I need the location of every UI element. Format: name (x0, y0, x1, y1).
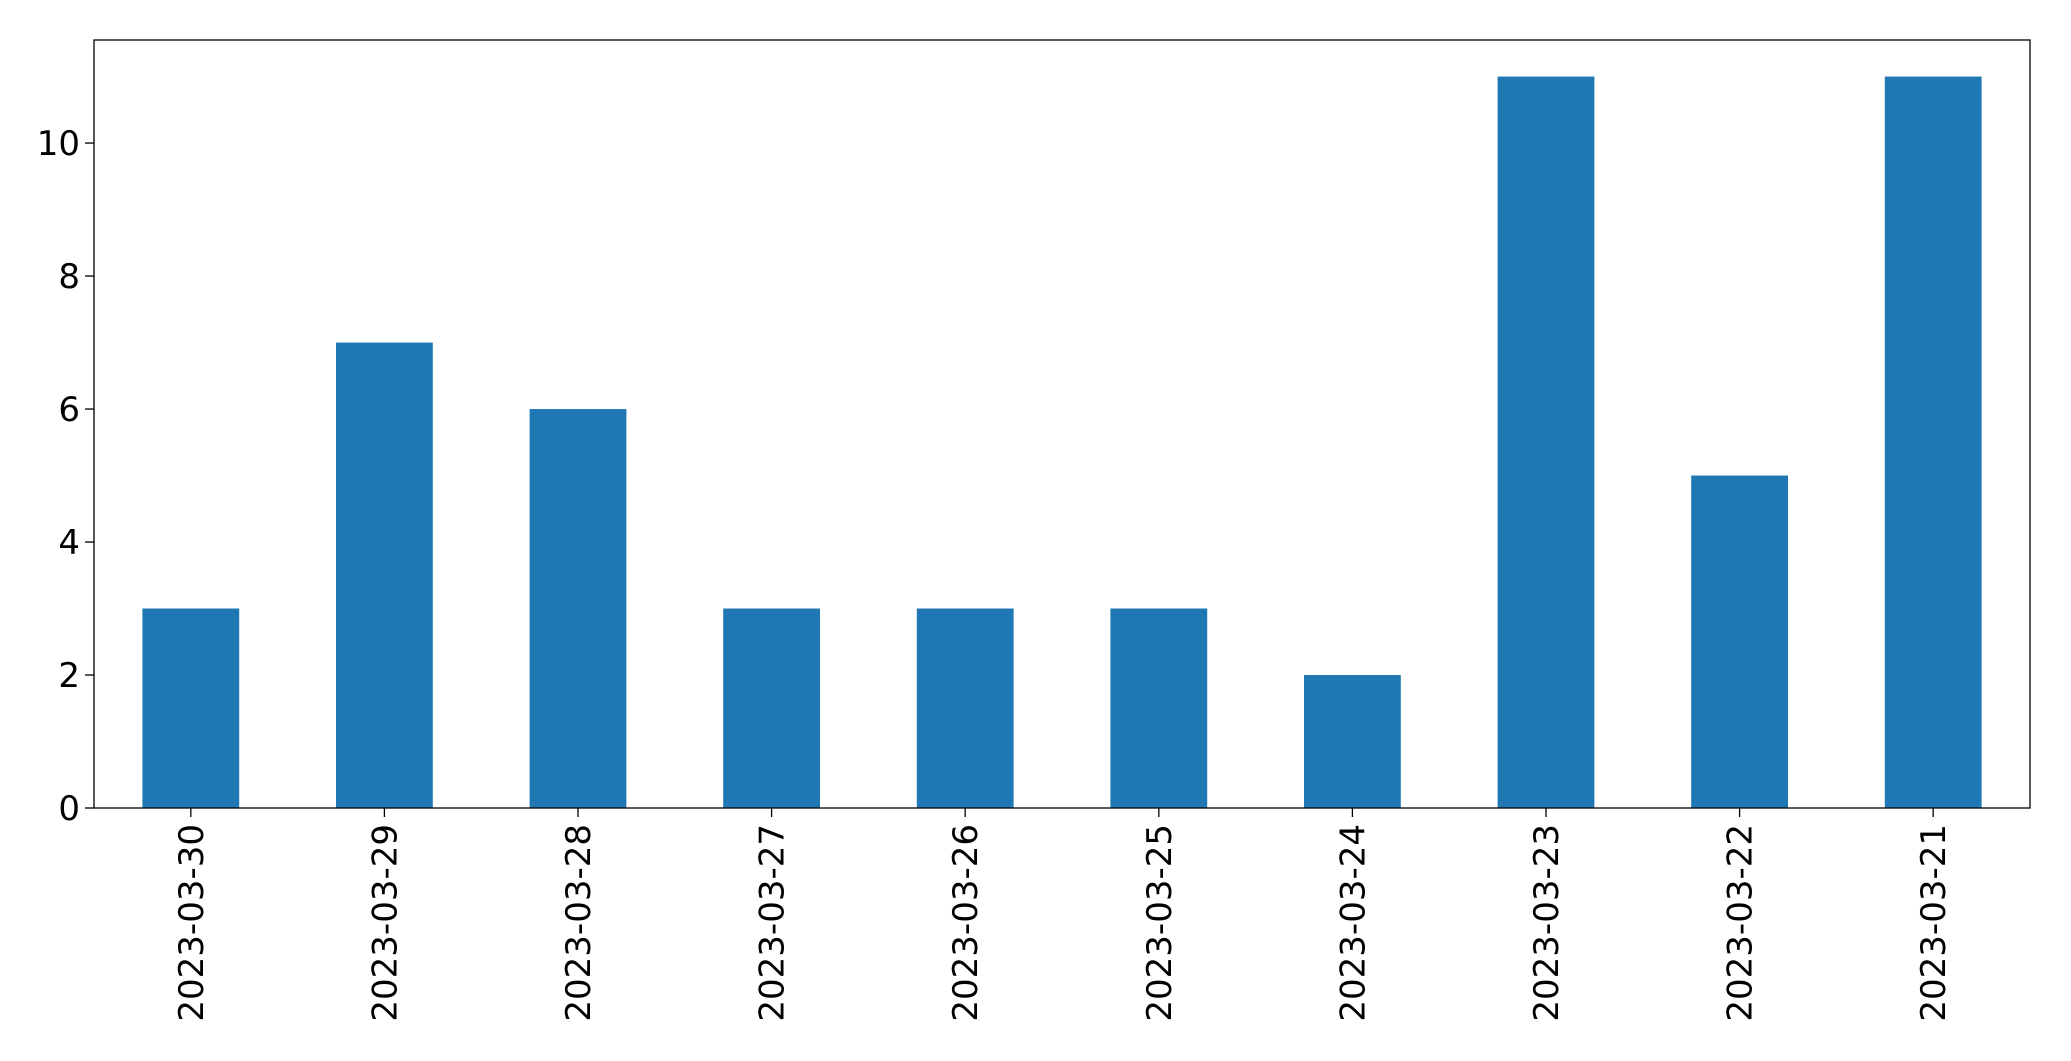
y-tick-label: 0 (58, 789, 80, 829)
bar (336, 342, 433, 808)
bar (142, 608, 240, 808)
y-tick-label: 6 (58, 390, 80, 430)
bar (916, 608, 1014, 808)
x-tick-label: 2023-03-23 (1527, 824, 1567, 1022)
x-tick-label: 2023-03-24 (1333, 824, 1373, 1022)
x-tick-label: 2023-03-30 (172, 824, 212, 1022)
bar (1304, 675, 1401, 808)
y-tick-label: 2 (58, 656, 80, 696)
x-tick-label: 2023-03-29 (365, 824, 405, 1022)
x-tick-label: 2023-03-21 (1914, 824, 1954, 1022)
x-tick-label: 2023-03-28 (559, 824, 599, 1022)
axes-frame (93, 39, 2031, 809)
x-tick-label: 2023-03-26 (946, 824, 986, 1022)
x-tick-label: 2023-03-27 (753, 824, 793, 1022)
bar (723, 608, 820, 808)
x-tick-label: 2023-03-25 (1140, 824, 1180, 1022)
y-tick-label: 8 (58, 257, 80, 297)
bar (1884, 76, 1982, 809)
x-tick-label: 2023-03-22 (1721, 824, 1761, 1022)
bar (1497, 76, 1595, 809)
bar (1110, 608, 1208, 808)
y-tick-label: 10 (37, 124, 80, 164)
bar (1691, 475, 1788, 808)
bar (529, 409, 627, 808)
y-tick-label: 4 (58, 523, 80, 563)
